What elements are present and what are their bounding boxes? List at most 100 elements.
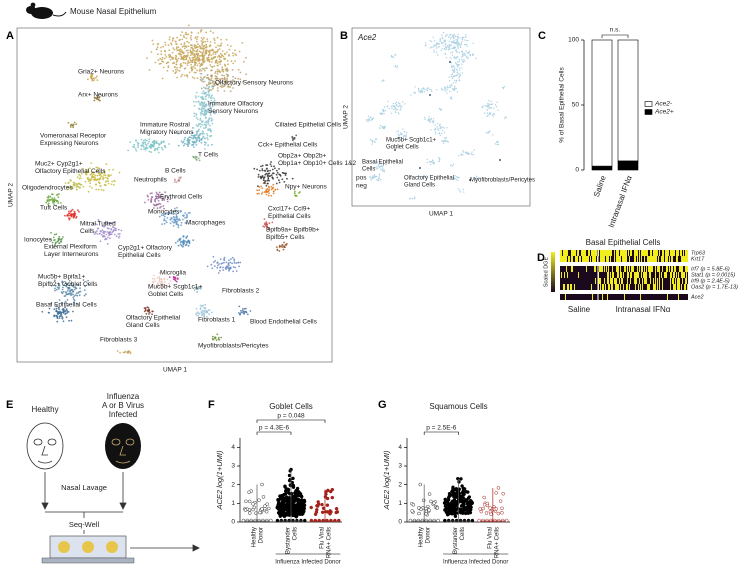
heatmap-cell (608, 266, 609, 272)
umap-point (200, 69, 203, 72)
umap-point (463, 58, 465, 61)
umap-point (453, 46, 455, 48)
cell-point (244, 499, 248, 504)
heatmap-cell (643, 250, 644, 256)
umap-point (383, 113, 385, 115)
umap-point (439, 157, 441, 160)
umap-point (187, 137, 189, 140)
umap-point (378, 175, 381, 177)
umap-point (182, 243, 185, 246)
heatmap-cell (657, 278, 658, 284)
umap-point (174, 279, 177, 281)
heatmap-cell (674, 250, 675, 256)
umap-point (443, 45, 445, 47)
umap-point (91, 187, 93, 189)
umap-point (216, 36, 219, 39)
umap-point (194, 57, 197, 60)
umap-point (201, 309, 204, 312)
umap-point (377, 177, 380, 180)
umap-point (260, 193, 263, 195)
umap-point (96, 96, 99, 98)
umap-point (217, 336, 220, 339)
umap-point (47, 196, 50, 199)
heatmap-cell (581, 250, 582, 256)
heatmap-cell (667, 266, 668, 272)
umap-point (206, 87, 208, 90)
umap-point (216, 62, 219, 64)
umap-point (208, 58, 211, 61)
umap-point (211, 267, 214, 270)
heatmap-cell (659, 284, 660, 290)
cell-point (309, 505, 313, 510)
umap-point (160, 280, 163, 283)
heatmap-cell (653, 256, 654, 262)
heatmap-cell (648, 284, 649, 290)
umap-point (238, 265, 241, 268)
umap-point (56, 286, 59, 289)
umap-point (150, 51, 153, 53)
heatmap-cell (611, 250, 612, 256)
umap-point (264, 190, 267, 193)
umap-point (444, 137, 447, 139)
heatmap-cell (671, 256, 672, 262)
umap-point (223, 259, 226, 262)
umap-point (228, 259, 230, 262)
cell-point (296, 507, 300, 511)
umap-point (148, 287, 151, 290)
umap-point (437, 54, 439, 56)
umap-point (66, 188, 69, 191)
heatmap-cell (675, 266, 676, 272)
zero-point (303, 518, 307, 523)
umap-point (193, 112, 196, 115)
x-tick-label: Flu Viral (320, 527, 326, 549)
umap-point (185, 46, 188, 48)
umap-point (483, 112, 486, 114)
umap-point (473, 149, 476, 151)
umap-point (221, 77, 224, 80)
umap-point (200, 46, 202, 48)
umap-point (208, 110, 210, 113)
cell-point (316, 500, 320, 504)
umap-point (446, 92, 448, 94)
heatmap-cell (571, 256, 572, 262)
umap-point (458, 79, 461, 81)
heatmap-cell (661, 256, 662, 262)
umap-point (72, 291, 74, 293)
heatmap-cell (669, 266, 670, 272)
umap-point (65, 284, 68, 287)
umap-point (455, 68, 458, 71)
umap-point (464, 151, 467, 153)
umap-point (72, 126, 75, 129)
umap-point (190, 137, 193, 139)
umap-point (172, 213, 175, 216)
umap-point (203, 67, 206, 70)
umap-point (456, 44, 458, 46)
umap-point (115, 235, 118, 238)
umap-point (68, 319, 70, 322)
umap-point (206, 57, 208, 60)
heatmap-cell (622, 256, 623, 262)
umap-point (183, 47, 186, 50)
umap-point (232, 62, 235, 65)
umap-point (221, 66, 224, 69)
umap-point (55, 241, 57, 244)
umap-point (201, 133, 204, 135)
umap-point (166, 278, 169, 281)
heatmap-cell (679, 266, 680, 272)
umap-point (468, 50, 471, 53)
umap-point (429, 119, 432, 121)
cluster-label: Goblet Cells (148, 291, 184, 298)
umap-point (101, 235, 104, 238)
cell-point (427, 508, 431, 512)
umap-point (96, 174, 99, 177)
umap-point (217, 80, 220, 82)
positive-point (419, 167, 421, 169)
umap-point (167, 65, 170, 68)
umap-point (413, 197, 415, 200)
umap-point (442, 37, 444, 40)
umap-point (182, 144, 185, 147)
heatmap-row-bg (560, 278, 688, 284)
umap-point (410, 94, 412, 96)
cell-point (260, 507, 264, 511)
cell-point (485, 501, 490, 506)
